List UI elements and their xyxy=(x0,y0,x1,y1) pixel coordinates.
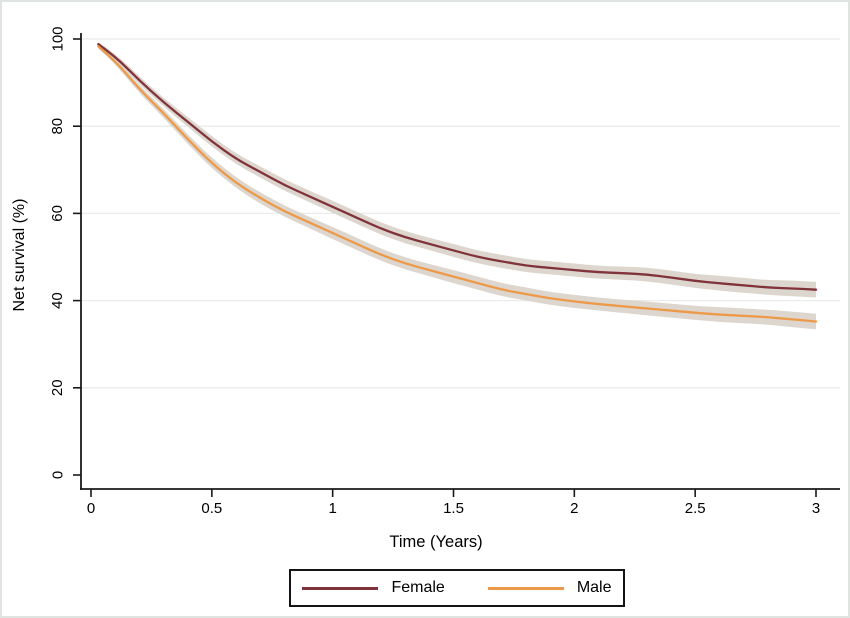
y-tick-label: 60 xyxy=(49,205,66,222)
ci-band-female xyxy=(98,42,817,298)
legend-label-female: Female xyxy=(391,579,445,596)
x-tick-label: 0.5 xyxy=(201,500,222,517)
x-tick-label: 2 xyxy=(570,500,578,517)
y-tick-label: 80 xyxy=(49,118,66,135)
x-axis-tick-labels: 0 0.5 1 1.5 2 2.5 3 xyxy=(87,500,820,517)
female-line-swatch xyxy=(302,586,379,590)
legend-entry-female: Female xyxy=(302,579,445,596)
y-tick-label: 20 xyxy=(49,379,66,396)
male-line-swatch xyxy=(487,586,564,590)
x-tick-label: 3 xyxy=(812,500,820,517)
y-tick-label: 40 xyxy=(49,292,66,309)
survival-chart: 0 20 40 60 80 100 0 0.5 1 1.5 2 2.5 3 Net survival … xyxy=(11,26,840,551)
y-axis-title: Net survival (%) xyxy=(11,199,28,312)
y-tick-label: 100 xyxy=(49,26,66,51)
legend-entry-male: Male xyxy=(487,579,612,596)
gridlines xyxy=(82,38,840,389)
x-axis-title: Time (Years) xyxy=(389,533,482,551)
x-tick-label: 1.5 xyxy=(443,500,464,517)
legend: Female Male xyxy=(289,569,625,607)
x-tick-label: 1 xyxy=(328,500,336,517)
legend-label-male: Male xyxy=(576,579,612,596)
confidence-bands xyxy=(98,42,817,330)
x-tick-label: 0 xyxy=(87,500,95,517)
survival-curves xyxy=(97,43,818,323)
axes xyxy=(73,33,840,497)
curve-female xyxy=(97,43,818,291)
curve-male xyxy=(97,45,818,323)
y-axis-tick-labels: 0 20 40 60 80 100 xyxy=(49,26,66,479)
y-tick-label: 0 xyxy=(49,471,66,479)
x-tick-label: 2.5 xyxy=(685,500,706,517)
